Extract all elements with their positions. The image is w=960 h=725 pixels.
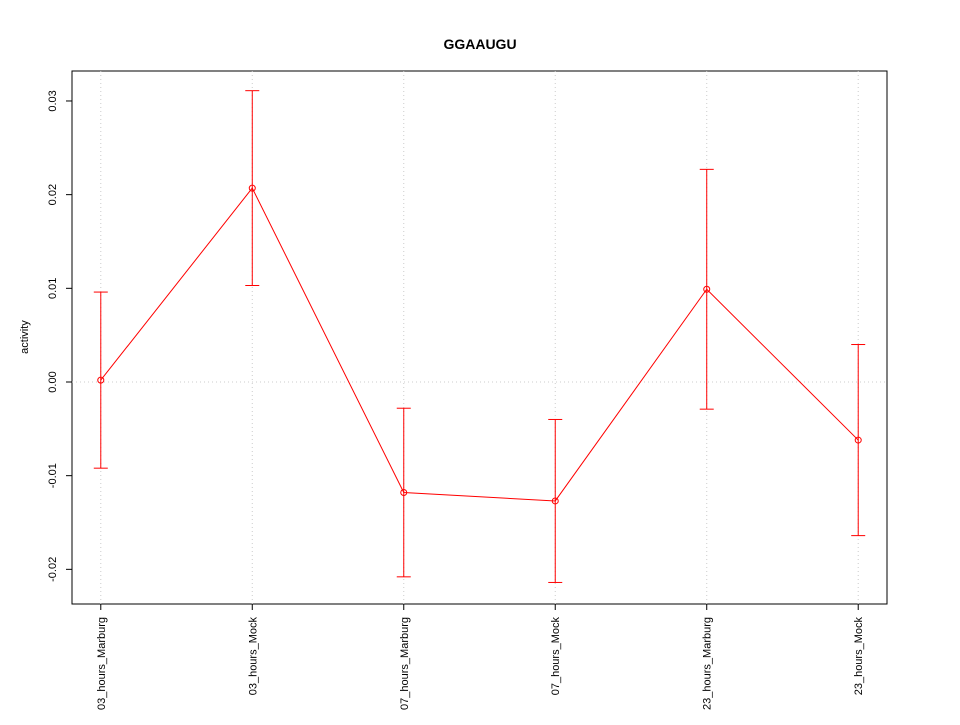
- error-bar: [699, 168, 714, 410]
- point: [551, 497, 559, 505]
- error-bar: [245, 90, 260, 287]
- x-tick-label: 23_hours_Mock: [853, 617, 865, 696]
- y-tick-label: 0.02: [47, 184, 59, 205]
- x-tick-label: 07_hours_Mock: [550, 617, 562, 696]
- x-tick-label: 07_hours_Marburg: [399, 617, 411, 710]
- y-tick-label: 0.00: [47, 371, 59, 392]
- point: [97, 376, 105, 384]
- y-axis-title: activity: [19, 320, 31, 354]
- plot-frame: [71, 70, 888, 605]
- y-tick-label: 0.01: [47, 278, 59, 299]
- y-tick-label: -0.01: [47, 463, 59, 488]
- point: [854, 436, 862, 444]
- error-bar: [548, 418, 563, 583]
- point: [248, 184, 256, 192]
- error-bar: [851, 344, 866, 537]
- chart-title: GGAAUGU: [443, 36, 516, 52]
- line: [100, 187, 859, 502]
- x-tick-label: 23_hours_Marburg: [702, 617, 714, 710]
- error-bar: [396, 407, 411, 578]
- x-tick-label: 03_hours_Mock: [247, 617, 259, 696]
- error-bar: [93, 291, 108, 469]
- point: [400, 489, 408, 497]
- x-tick-label: 03_hours_Marburg: [96, 617, 108, 710]
- y-tick-label: 0.03: [47, 90, 59, 111]
- y-tick-label: -0.02: [47, 557, 59, 582]
- point: [703, 285, 711, 293]
